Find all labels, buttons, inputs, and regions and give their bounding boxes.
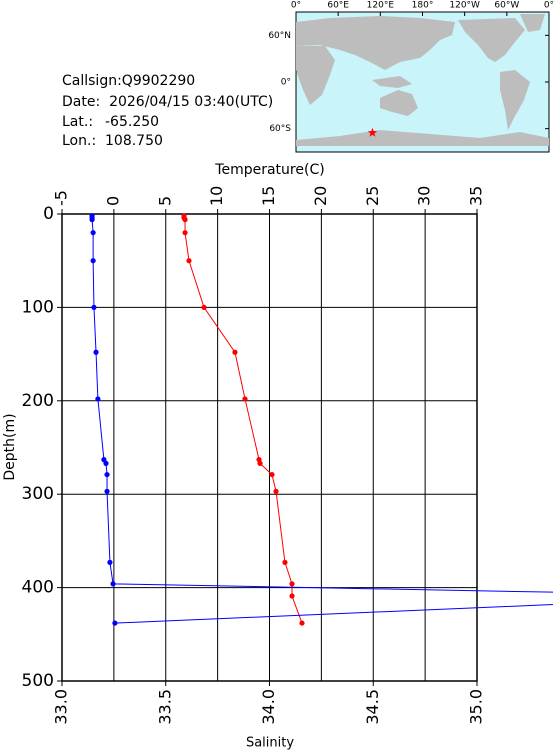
profile-point [257, 460, 263, 466]
x2-tick-label: 25 [363, 186, 382, 206]
float-position [367, 127, 378, 137]
profile-point [104, 471, 110, 478]
profile-point [90, 258, 96, 264]
plot-frame [61, 213, 478, 682]
map-lon-label: 0° [544, 1, 553, 11]
x2-tick-label: 35 [467, 186, 486, 206]
profile-point [90, 230, 96, 236]
map-lon-label: 0° [291, 1, 301, 11]
profile-point [182, 230, 188, 236]
profile-point [93, 349, 99, 355]
map [295, 11, 550, 153]
greenland [520, 14, 545, 32]
profile-point [110, 581, 116, 587]
profile-point [112, 620, 118, 626]
map-lon-label: 120°E [367, 1, 395, 11]
eurasia [296, 16, 455, 70]
profile-point [103, 460, 109, 466]
profile-point [107, 559, 113, 565]
profile-line [91, 215, 553, 624]
profile-point [273, 488, 279, 494]
profile-point [242, 396, 248, 402]
map-lon-label: 180° [412, 1, 434, 11]
lat-value: -65.250 [105, 114, 159, 130]
north-america [458, 18, 525, 62]
profile-point [232, 349, 238, 355]
africa [296, 45, 335, 105]
map-land [296, 14, 549, 146]
y-tick-label: 0 [43, 204, 54, 224]
x2-tick-label: -5 [52, 190, 71, 206]
y-tick-label: 200 [22, 391, 54, 411]
map-lat-label: 60°N [268, 31, 291, 41]
profile-point [282, 559, 288, 565]
y-tick-label: 400 [22, 578, 54, 598]
callsign: Callsign:Q9902290 [62, 73, 195, 89]
x2-tick-label: 15 [259, 186, 278, 206]
profile-line [183, 215, 303, 624]
x-tick-label: 34.0 [259, 689, 278, 725]
x-tick-label: 33.0 [52, 689, 71, 725]
x2-tick-label: 0 [103, 196, 122, 206]
profile-point [269, 471, 275, 478]
x-axis-title: Salinity [246, 736, 294, 751]
x-tick-label: 34.5 [363, 689, 382, 725]
map-lat-label: 0° [281, 78, 291, 88]
south-america [500, 70, 530, 130]
x-tick-label: 33.5 [155, 689, 174, 725]
profile-point [104, 488, 110, 494]
profile-point [289, 581, 295, 587]
map-lat-label: 60°S [269, 124, 291, 134]
x-tick-label: 35.0 [467, 689, 486, 725]
profile-point [201, 304, 207, 310]
australia [380, 90, 418, 116]
lon-label: Lon.: [62, 133, 96, 149]
x2-tick-label: 10 [207, 186, 226, 206]
y-tick-label: 100 [22, 297, 54, 317]
profile-point [91, 304, 97, 310]
y-tick-label: 300 [22, 484, 54, 504]
map-lon-label: 60°E [327, 1, 349, 11]
date: Date: 2026/04/15 03:40(UTC) [62, 94, 273, 110]
lat-label: Lat.: [62, 114, 93, 130]
x2-tick-label: 5 [155, 196, 174, 206]
x2-axis-title: Temperature(C) [214, 162, 324, 178]
y-axis-title: Depth(m) [2, 413, 18, 480]
lon-value: 108.750 [105, 133, 163, 149]
y-tick-label: 500 [22, 671, 54, 691]
profile-point [89, 217, 95, 223]
profile-point [95, 396, 101, 402]
profile-point [186, 258, 192, 264]
antarctica [296, 130, 549, 146]
profile-point [299, 620, 305, 626]
indonesia [372, 76, 412, 88]
x2-tick-label: 30 [415, 186, 434, 206]
x2-tick-label: 20 [311, 186, 330, 206]
map-lon-label: 120°W [449, 1, 480, 11]
profile-point [182, 217, 188, 223]
profile-point [289, 593, 295, 599]
map-lon-label: 60°W [494, 1, 519, 11]
